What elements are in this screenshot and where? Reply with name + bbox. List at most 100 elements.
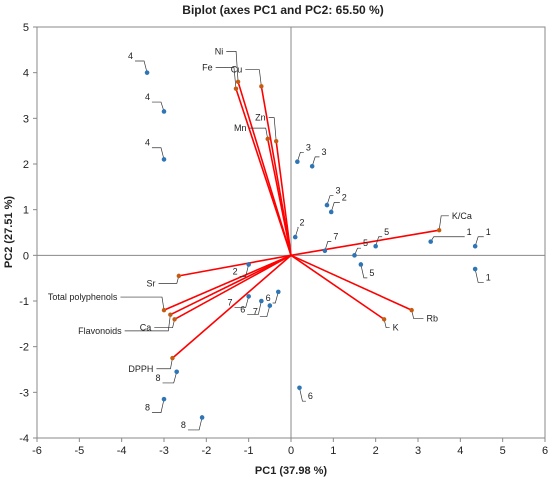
x-axis: -6 -5 -4 -3 -2 -1 0 1 2 3 4 5 6: [32, 438, 548, 457]
y-tick-label: -2: [19, 342, 29, 354]
variable-leader: [268, 117, 277, 142]
x-tick-label: 1: [330, 445, 336, 457]
variable-point: [273, 138, 279, 144]
observation-leader: [360, 264, 368, 279]
variable-label: Cu: [231, 65, 243, 75]
variable-vector: [235, 88, 292, 256]
variable-point: [436, 228, 442, 233]
variable-label: Ca: [140, 323, 152, 333]
variable-vector: [169, 254, 292, 316]
observation-point: [322, 248, 328, 254]
variable-leader: [124, 314, 171, 332]
y-tick-label: 5: [23, 22, 29, 34]
observation-label: 1: [467, 227, 472, 237]
variable-point: [172, 317, 177, 322]
observation-leader: [247, 300, 262, 315]
y-axis: -4 -3 -2 -1 0 1 2 3 4 5: [19, 22, 37, 445]
x-tick-label: 6: [542, 445, 548, 457]
variable-vector: [174, 254, 292, 320]
observation-point: [373, 243, 378, 249]
y-axis-title: PC2 (27.51 %): [3, 196, 15, 268]
variable-leader: [383, 319, 390, 329]
observation-label: 3: [321, 147, 326, 157]
y-tick-label: 2: [23, 159, 29, 171]
observation-label: 1: [486, 227, 491, 237]
variable-leader: [154, 319, 175, 329]
observation-point: [352, 253, 357, 258]
variable-leader: [120, 296, 165, 311]
observation-point: [324, 202, 330, 208]
observation-point: [428, 239, 434, 244]
observation-leader: [324, 241, 332, 251]
observation-point: [161, 396, 167, 402]
observation-point: [297, 385, 302, 391]
observation-point: [246, 262, 251, 267]
x-tick-label: -6: [32, 445, 42, 457]
observation-label: 7: [228, 298, 233, 308]
observation-point: [246, 294, 251, 299]
observation-leader: [162, 371, 178, 384]
chart-title: Biplot (axes PC1 and PC2: 65.50 %): [182, 3, 383, 17]
x-tick-label: 5: [500, 445, 506, 457]
observation-point: [259, 298, 264, 304]
y-tick-label: 3: [23, 113, 29, 125]
observation-leader: [151, 399, 165, 413]
variable-label: Total polyphenols: [48, 292, 118, 302]
variable-leader: [215, 67, 237, 89]
variable-vector: [290, 254, 412, 311]
observation-label: 6: [240, 304, 245, 314]
observation-leader: [151, 147, 165, 160]
observation-label: 7: [333, 231, 338, 241]
variable-point: [265, 136, 270, 142]
observation-label: 6: [266, 293, 271, 303]
observation-label: 5: [369, 268, 374, 278]
y-tick-label: 4: [23, 68, 29, 80]
x-axis-title: PC1 (37.98 %): [255, 465, 327, 477]
variable-point: [259, 84, 264, 89]
observation-point: [295, 159, 300, 165]
variable-label: Zn: [255, 113, 266, 123]
observation-label: 8: [156, 373, 161, 383]
observation-point: [358, 262, 364, 267]
x-tick-label: -2: [201, 445, 211, 457]
observation-label: 2: [299, 218, 304, 228]
observation-leader: [299, 387, 306, 402]
variable-leader: [438, 215, 449, 231]
x-tick-label: -4: [117, 445, 127, 457]
y-tick-label: -3: [19, 387, 29, 399]
observation-label: 8: [181, 420, 186, 430]
observation-point: [161, 109, 167, 114]
variable-vector: [171, 254, 292, 359]
observation-label: 8: [145, 403, 150, 413]
observation-point: [267, 303, 273, 308]
observation-leader: [151, 101, 165, 112]
variable-label: DPPH: [128, 364, 153, 374]
observation-point: [161, 157, 167, 162]
observation-leader: [297, 151, 304, 162]
variable-label: Sr: [147, 278, 156, 288]
observation-label: 1: [486, 272, 491, 282]
observation-leader: [294, 227, 299, 238]
variable-point: [233, 86, 239, 91]
observation-leader: [326, 195, 334, 206]
observation-point: [472, 266, 478, 272]
observation-point: [309, 163, 315, 169]
observation-leader: [239, 264, 250, 277]
variable-label: K: [393, 323, 399, 333]
variable-leader: [245, 69, 262, 87]
observation-label: 3: [335, 186, 340, 196]
observation-leader: [135, 60, 148, 73]
variable-leader: [249, 127, 269, 139]
observation-leader: [234, 296, 250, 308]
y-tick-label: 0: [23, 250, 29, 262]
x-tick-label: 0: [288, 445, 294, 457]
observation-point: [144, 70, 150, 75]
observation-leader: [474, 268, 484, 283]
variable-leader: [158, 275, 180, 284]
observation-leader: [311, 156, 320, 167]
x-tick-label: -3: [159, 445, 169, 457]
x-tick-label: 3: [415, 445, 421, 457]
